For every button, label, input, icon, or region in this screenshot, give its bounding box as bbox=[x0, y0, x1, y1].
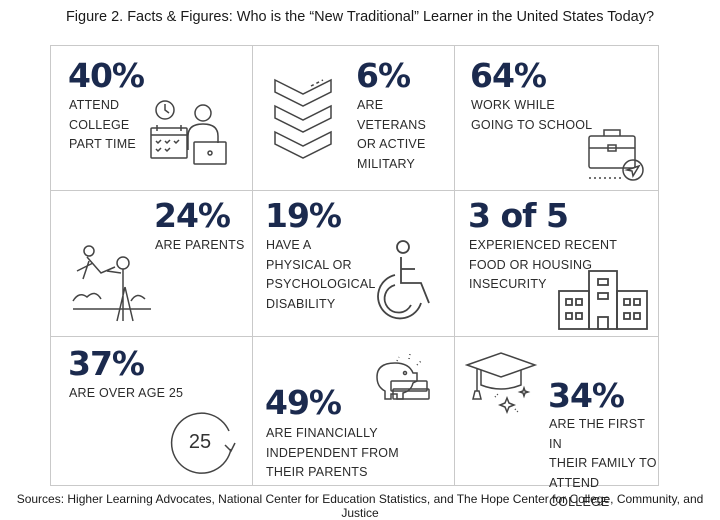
stat-description: Are Financially Independent From Their Par… bbox=[266, 426, 399, 479]
piggy-bank-icon bbox=[371, 351, 437, 407]
stat-cell-first-gen: 34% Are the First in Their Family to Atten… bbox=[455, 337, 658, 509]
stat-cell-age: 37% Are Over Age 25 25 bbox=[51, 337, 252, 485]
stat-description: Have a Physical or Psychological Disability bbox=[266, 238, 376, 311]
facts-grid: 40% Attend College Part Time bbox=[50, 45, 659, 509]
stat-value: 19% bbox=[265, 196, 342, 235]
stat-description: Are Parents bbox=[155, 238, 245, 252]
stat-description: Are Over Age 25 bbox=[69, 386, 184, 400]
stat-value: 34% bbox=[548, 376, 625, 415]
parent-child-icon bbox=[71, 243, 153, 323]
stat-value: 49% bbox=[265, 383, 342, 422]
stat-cell-part-time: 40% Attend College Part Time bbox=[51, 46, 252, 190]
figure-title: Figure 2. Facts & Figures: Who is the “N… bbox=[65, 9, 655, 25]
age-label: 25 bbox=[188, 431, 212, 453]
stat-value: 37% bbox=[68, 344, 145, 383]
age-25-icon: 25 bbox=[169, 409, 237, 477]
stat-description: Attend College Part Time bbox=[69, 98, 136, 151]
stat-value: 3 of 5 bbox=[468, 196, 569, 235]
building-icon bbox=[557, 269, 649, 331]
graduation-cap-icon bbox=[465, 349, 545, 415]
stat-cell-disability: 19% Have a Physical or Psychological Disabi… bbox=[253, 191, 454, 336]
stat-description: Are the First in Their Family to Attend Co… bbox=[549, 417, 657, 509]
grid-divider bbox=[51, 190, 658, 191]
stat-value: 6% bbox=[356, 56, 411, 95]
stat-value: 40% bbox=[68, 56, 145, 95]
stat-cell-insecurity: 3 of 5 Experienced Recent Food or Housing… bbox=[455, 191, 658, 336]
grid-divider bbox=[252, 46, 253, 485]
stat-cell-veterans: 6% Are Veterans or Active Military bbox=[253, 46, 454, 190]
calendar-student-icon bbox=[148, 98, 230, 172]
wheelchair-icon bbox=[375, 239, 441, 323]
grid-divider bbox=[51, 336, 658, 337]
stat-cell-parents: 24% Are Parents bbox=[51, 191, 252, 336]
stat-description: Work While Going to School bbox=[471, 98, 593, 132]
stat-description: Experienced Recent Food or Housing Insecur… bbox=[469, 238, 618, 291]
stat-description: Are Veterans or Active Military bbox=[357, 98, 426, 171]
military-chevrons-icon bbox=[273, 78, 333, 170]
grid-divider bbox=[454, 46, 455, 485]
stat-cell-independent: 49% Are Financially Independent From Their… bbox=[253, 337, 454, 485]
stat-value: 24% bbox=[154, 196, 231, 235]
briefcase-icon bbox=[587, 126, 647, 184]
stat-cell-work: 64% Work While Going to School bbox=[455, 46, 658, 190]
stat-value: 64% bbox=[470, 56, 547, 95]
